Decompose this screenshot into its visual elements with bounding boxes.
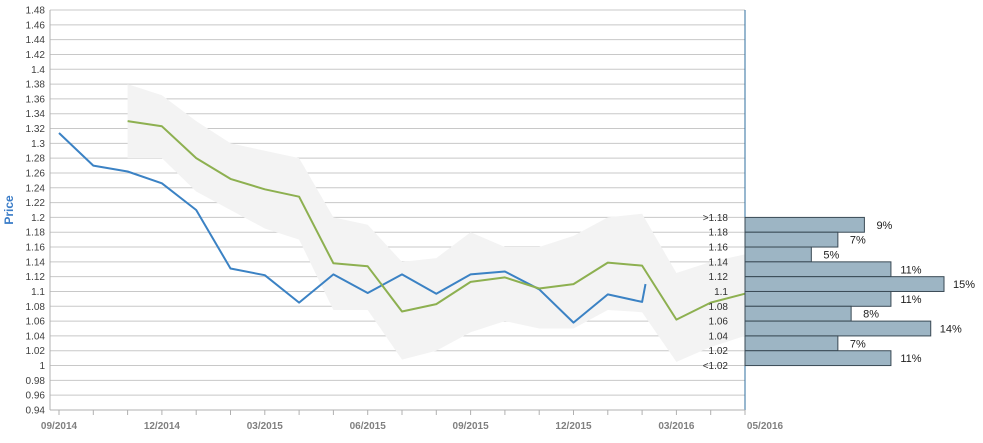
y-tick-label: 1.1 xyxy=(31,287,45,298)
distribution-category-label: 1.18 xyxy=(709,228,729,239)
distribution-bar xyxy=(744,290,892,307)
distribution-percent-label: 11% xyxy=(900,264,921,276)
x-tick-label: 09/2014 xyxy=(41,421,78,432)
y-tick-label: 1.2 xyxy=(31,213,45,224)
y-tick-label: 1 xyxy=(39,361,45,372)
distribution-bar xyxy=(744,246,812,263)
y-axis-label: Price xyxy=(2,195,16,225)
distribution-bar xyxy=(744,276,945,292)
distribution-category-label: 1.08 xyxy=(709,302,729,313)
x-tick-label: 03/2015 xyxy=(247,421,284,432)
y-tick-label: 1.24 xyxy=(26,183,46,194)
y-tick-label: 1.44 xyxy=(26,35,46,46)
distribution-bar xyxy=(744,261,892,278)
y-tick-label: 1.4 xyxy=(31,65,45,76)
y-tick-label: 1.3 xyxy=(31,139,45,150)
x-tick-label: 03/2016 xyxy=(658,421,695,432)
distribution-percent-label: 11% xyxy=(900,294,921,306)
y-tick-label: 0.98 xyxy=(26,376,46,387)
distribution-category-label: 1.14 xyxy=(709,257,729,268)
y-tick-label: 0.94 xyxy=(26,406,46,417)
x-tick-label: 09/2015 xyxy=(453,421,490,432)
distribution-category-label: 1.12 xyxy=(709,272,729,283)
y-tick-label: 1.06 xyxy=(26,317,46,328)
distribution-layer: 9% 7% 5% 11% 15% 11% 8% 14% 7% 11% >1.18 1.18 1.16 1.… xyxy=(703,213,976,372)
y-tick-label: 1.18 xyxy=(26,228,46,239)
distribution-bar xyxy=(744,231,839,248)
distribution-category-label: >1.18 xyxy=(703,213,729,224)
y-tick-label: 1.08 xyxy=(26,302,46,313)
distribution-category-label: 1.04 xyxy=(709,331,729,342)
y-tick-label: 1.34 xyxy=(26,109,46,120)
distribution-percent-label: 15% xyxy=(953,279,975,291)
distribution-category-label: 1.06 xyxy=(709,317,729,328)
distribution-percent-label: 11% xyxy=(900,353,921,365)
distribution-percent-label: 7% xyxy=(850,338,866,350)
distribution-percent-label: 9% xyxy=(876,220,892,232)
y-tick-label: 1.14 xyxy=(26,257,46,268)
y-tick-label: 1.02 xyxy=(26,346,46,357)
x-tick-label: 05/2016 xyxy=(747,421,784,432)
x-tick-label: 12/2015 xyxy=(555,421,592,432)
distribution-percent-label: 8% xyxy=(863,309,879,321)
distribution-bar xyxy=(744,216,865,233)
series-line-1 xyxy=(58,132,647,324)
distribution-category-label: 1.16 xyxy=(709,243,729,254)
y-tick-label: 1.32 xyxy=(26,124,46,135)
y-tick-label: 1.16 xyxy=(26,243,46,254)
x-tick-label: 06/2015 xyxy=(350,421,387,432)
y-tick-label: 1.46 xyxy=(26,20,46,31)
distribution-percent-label: 5% xyxy=(823,249,839,261)
series-line-2 xyxy=(127,120,746,321)
axis-layer: 0.94 0.96 0.98 1 1.02 1.04 1.06 1.08 1.1 1.12 1.14… xyxy=(26,6,784,433)
distribution-bar xyxy=(744,350,892,367)
forecast-band xyxy=(127,84,746,362)
y-tick-label: 1.38 xyxy=(26,80,46,91)
distribution-category-label: 1.02 xyxy=(709,346,729,357)
distribution-bar xyxy=(744,305,852,322)
y-tick-label: 1.48 xyxy=(26,6,46,17)
x-tick-label: 12/2014 xyxy=(144,421,181,432)
y-tick-label: 1.22 xyxy=(26,198,46,209)
distribution-percent-label: 7% xyxy=(850,235,866,247)
distribution-bar xyxy=(744,335,839,352)
y-tick-label: 1.36 xyxy=(26,94,46,105)
y-tick-label: 1.12 xyxy=(26,272,46,283)
y-tick-label: 1.28 xyxy=(26,154,46,165)
y-tick-label: 0.96 xyxy=(26,391,46,402)
distribution-category-label: 1.1 xyxy=(714,287,728,298)
y-tick-label: 1.26 xyxy=(26,168,46,179)
distribution-category-label: <1.02 xyxy=(703,361,729,372)
distribution-percent-label: 14% xyxy=(940,324,962,336)
y-tick-label: 1.04 xyxy=(26,331,46,342)
distribution-bar xyxy=(744,320,932,337)
series-layer xyxy=(58,120,746,324)
y-tick-label: 1.42 xyxy=(26,50,46,61)
band-layer xyxy=(127,84,746,362)
